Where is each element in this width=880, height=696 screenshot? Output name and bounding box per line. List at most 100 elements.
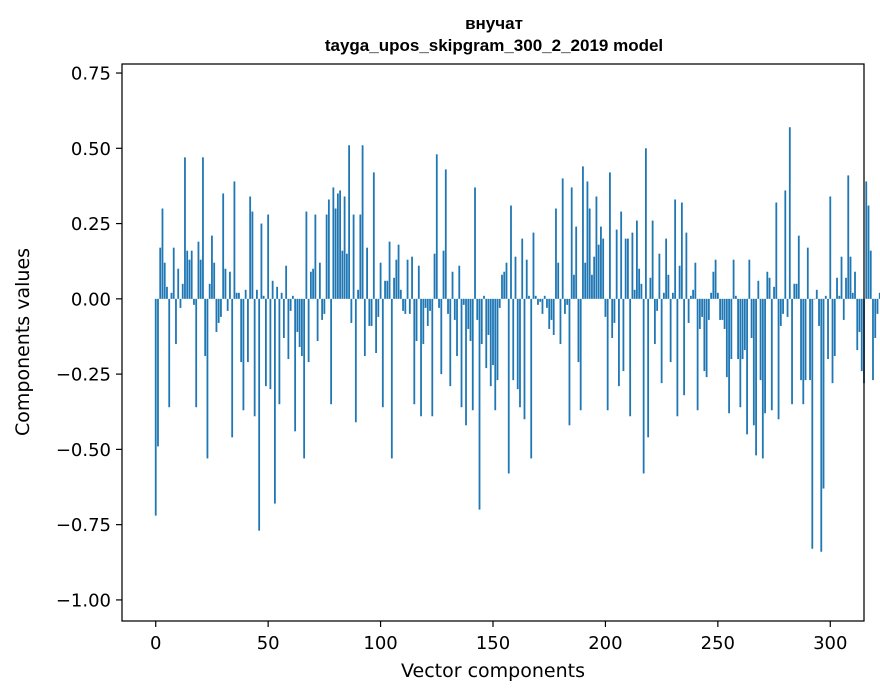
bar (815, 289, 818, 299)
bar (809, 298, 811, 381)
bar (678, 265, 681, 299)
bar (305, 211, 308, 299)
bar (154, 298, 157, 516)
bar (276, 286, 279, 299)
bar (609, 172, 611, 299)
bar (797, 235, 800, 299)
bar (352, 214, 355, 299)
bar (483, 295, 485, 299)
bar (289, 298, 292, 311)
bar (530, 298, 533, 459)
bar (714, 259, 717, 299)
bar (548, 298, 551, 329)
bar (458, 265, 461, 299)
bar (876, 298, 879, 314)
x-tick-label: 150 (476, 633, 510, 654)
bar (397, 244, 400, 299)
bar (775, 202, 778, 299)
bar (496, 298, 499, 381)
bar (838, 295, 841, 299)
bar (555, 208, 557, 299)
bar (687, 298, 690, 323)
bar (393, 277, 395, 299)
bar (157, 298, 159, 447)
bar (525, 259, 528, 299)
bar (269, 298, 272, 390)
bar (653, 298, 656, 344)
bar (523, 298, 526, 420)
bar (323, 298, 326, 314)
bar (240, 298, 243, 363)
bar (768, 277, 771, 299)
bar (788, 127, 791, 299)
bar (849, 256, 852, 299)
bar (559, 298, 562, 344)
bar (669, 298, 672, 363)
bar (379, 262, 382, 299)
bar (595, 196, 598, 299)
bar (485, 298, 488, 369)
bar (577, 298, 580, 363)
bar (170, 292, 173, 299)
bar (175, 298, 177, 344)
bar (743, 298, 746, 351)
bar (251, 211, 254, 299)
bar (395, 259, 398, 299)
bar (777, 298, 780, 420)
bar (296, 298, 299, 332)
bar (588, 208, 591, 299)
bar (732, 259, 735, 299)
bar (247, 298, 249, 363)
y-tick-label: −0.25 (56, 365, 111, 386)
bar (676, 298, 679, 417)
bar (512, 298, 515, 381)
bar (656, 298, 659, 311)
bar (314, 214, 317, 299)
bar (779, 298, 782, 326)
bar (602, 238, 605, 299)
bar (244, 289, 247, 299)
bar (752, 298, 755, 426)
bar (231, 298, 234, 438)
bar (440, 298, 443, 375)
bar (618, 298, 620, 387)
chart-title-line1: внучат (465, 14, 523, 33)
bar (193, 298, 195, 305)
bar (645, 148, 647, 299)
bar (424, 298, 427, 308)
bar (388, 241, 391, 299)
bar (867, 205, 870, 299)
bar (586, 181, 589, 299)
bar (478, 298, 481, 510)
bar (339, 190, 341, 299)
bar (226, 298, 229, 311)
bar (366, 247, 368, 299)
bar (429, 298, 431, 311)
bar (168, 298, 171, 408)
bar (190, 250, 193, 299)
bar (435, 154, 438, 299)
bar (208, 283, 211, 299)
bar (287, 298, 290, 360)
bar (651, 220, 654, 299)
bar (181, 283, 184, 299)
bar (195, 298, 198, 408)
bar (701, 298, 704, 317)
bar (836, 277, 838, 299)
bar (467, 298, 470, 329)
bar (831, 298, 834, 384)
bar (258, 298, 261, 531)
bar (334, 208, 337, 299)
bar (280, 292, 283, 299)
bar (408, 298, 411, 314)
bar (402, 298, 404, 311)
bar (620, 211, 623, 299)
bar (413, 298, 416, 405)
bar (707, 298, 710, 320)
bar (249, 196, 252, 299)
bar (604, 298, 607, 317)
bar (386, 280, 389, 299)
bar (591, 274, 593, 299)
bar (348, 145, 350, 299)
bar (633, 289, 636, 299)
